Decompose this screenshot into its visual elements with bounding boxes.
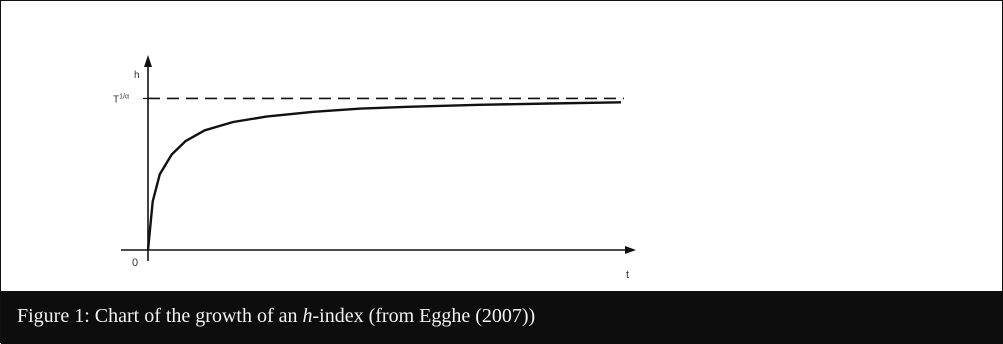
asymptote-label-base: T	[113, 94, 119, 105]
figure-caption: Figure 1: Chart of the growth of an h-in…	[17, 305, 535, 328]
asymptote-label-exponent: 1/α	[119, 93, 129, 100]
h-index-curve	[146, 101, 622, 251]
y-axis-arrow	[144, 55, 152, 67]
caption-prefix: Figure 1: Chart of the growth of an	[17, 305, 303, 327]
origin-label: 0	[132, 257, 138, 269]
curve-layer	[146, 97, 624, 251]
y-axis-label: h	[134, 70, 140, 81]
chart-labels: h t 0 T1/α	[113, 70, 629, 281]
chart-plot: h t 0 T1/α	[113, 55, 636, 281]
chart-axes	[121, 55, 636, 261]
caption-italic-h: h	[302, 305, 313, 327]
asymptote-label: T1/α	[113, 93, 129, 105]
x-axis-label: t	[626, 269, 629, 281]
x-axis-arrow	[625, 246, 636, 254]
caption-suffix: -index (from Egghe (2007))	[312, 305, 536, 327]
caption-bar: Figure 1: Chart of the growth of an h-in…	[1, 291, 1003, 344]
